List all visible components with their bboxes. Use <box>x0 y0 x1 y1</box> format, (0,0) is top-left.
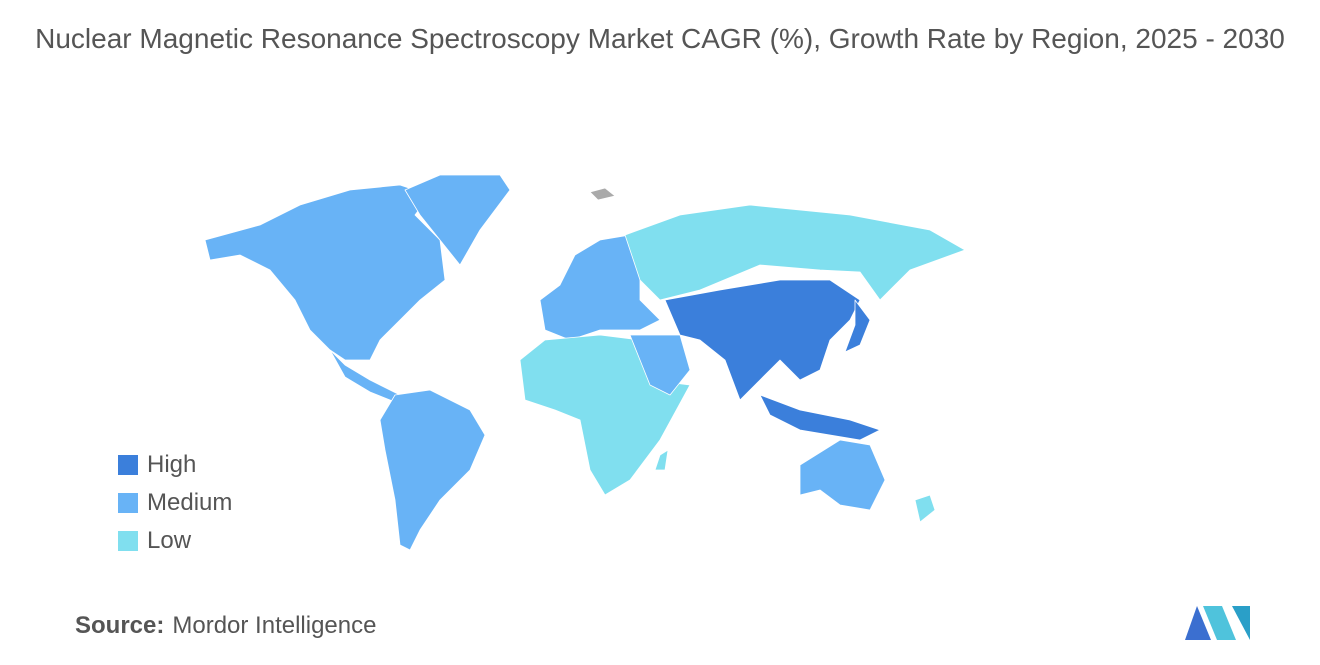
svalbard <box>589 187 616 201</box>
source-label: Source: <box>75 612 165 639</box>
russia <box>624 204 966 301</box>
greenland <box>404 174 511 266</box>
legend-item: High <box>118 451 197 478</box>
legend-item: Low <box>118 527 192 554</box>
legend-label: Low <box>147 527 192 554</box>
australia <box>799 439 886 511</box>
logo-shape <box>1185 606 1211 640</box>
asia <box>664 279 861 401</box>
chart-title: Nuclear Magnetic Resonance Spectroscopy … <box>35 23 1285 54</box>
japan <box>844 299 871 353</box>
south-america <box>379 389 486 551</box>
legend-label: Medium <box>147 489 233 516</box>
new-zealand <box>914 494 936 523</box>
legend-swatch <box>118 455 138 475</box>
legend-label: High <box>147 451 197 478</box>
logo-shape <box>1203 606 1236 640</box>
legend-swatch <box>118 493 138 513</box>
legend-swatch <box>118 531 138 551</box>
madagascar <box>654 449 669 471</box>
logo-shape <box>1232 606 1250 640</box>
southeast-asia-islands <box>759 394 881 441</box>
north-america <box>204 184 446 361</box>
source-name: Mordor Intelligence <box>172 612 377 639</box>
source: Source: Mordor Intelligence <box>75 612 376 640</box>
logo <box>1185 606 1250 640</box>
legend-item: Medium <box>118 489 233 516</box>
